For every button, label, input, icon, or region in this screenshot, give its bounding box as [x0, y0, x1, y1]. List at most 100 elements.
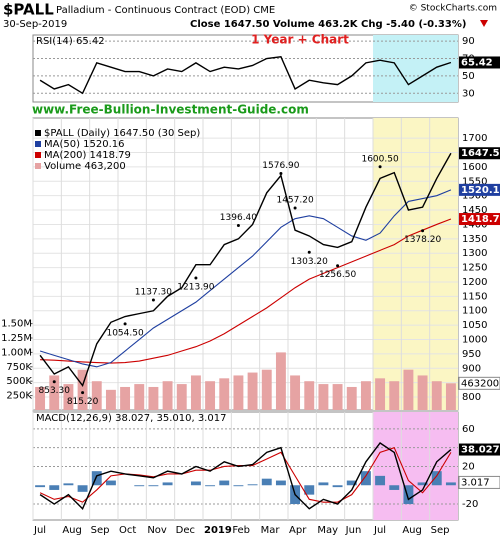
bar	[63, 483, 74, 486]
annotation-point	[151, 298, 155, 302]
y-tick-label: -20	[462, 499, 478, 510]
annotation: 853.30	[39, 386, 71, 396]
x-tick-label: Sep	[91, 525, 110, 536]
bar	[332, 384, 343, 410]
bar	[346, 386, 357, 410]
bar	[205, 485, 216, 487]
value-box	[459, 183, 500, 196]
y-tick-label: 950	[462, 349, 481, 360]
legend-label: $PALL (Daily) 1647.50 (30 Sep)	[44, 128, 200, 139]
bar	[162, 482, 173, 486]
annotation: 1137.30	[135, 288, 172, 298]
x-tick-label: Jun	[345, 525, 362, 536]
value-box	[459, 56, 500, 69]
y-tick-label: 1600	[462, 162, 487, 173]
y-tick-label: 50	[462, 71, 475, 82]
website: www.Free-Bullion-Investment-Guide.com	[32, 103, 309, 117]
y-tick-label: 1200	[462, 277, 487, 288]
bar	[403, 485, 414, 505]
bar	[332, 485, 343, 488]
bar	[105, 480, 116, 486]
legend-swatch	[35, 152, 41, 158]
value-label: 463200.00	[461, 378, 500, 389]
bar	[360, 471, 371, 486]
bar	[389, 485, 400, 490]
bar	[275, 480, 286, 486]
bar	[49, 485, 60, 490]
bar	[148, 386, 159, 410]
x-tick-label: Aug	[402, 525, 422, 536]
x-tick-label: 2019	[204, 525, 232, 536]
symbol: $PALL	[3, 1, 54, 19]
x-tick-label: Aug	[62, 525, 82, 536]
bar	[417, 375, 428, 410]
annotation-point	[81, 391, 85, 395]
value-box	[458, 376, 500, 390]
annotation: 1256.50	[319, 270, 356, 280]
x-tick-label: Apr	[289, 525, 307, 536]
value-box	[458, 475, 500, 489]
legend-label: MA(50) 1520.16	[44, 139, 125, 150]
bar	[91, 381, 102, 410]
highlight	[373, 35, 458, 102]
legend-swatch	[35, 163, 41, 169]
annotation-point	[52, 380, 56, 384]
bar	[431, 471, 442, 486]
x-tick-label: Jul	[373, 525, 386, 536]
bar	[77, 369, 88, 410]
bar	[190, 375, 201, 410]
annotation: 1600.50	[361, 154, 398, 164]
x-tick-label: Jul	[33, 525, 46, 536]
y2-tick-label: 1.25M	[1, 333, 32, 344]
bar	[162, 381, 173, 410]
bar	[134, 485, 145, 487]
annotation-point	[378, 165, 382, 169]
value-label: 65.42	[461, 57, 493, 68]
line	[39, 442, 452, 510]
value-label: 3.017	[461, 477, 490, 488]
line	[39, 152, 452, 388]
line	[39, 189, 452, 368]
y-tick-label: 1000	[462, 335, 487, 346]
bar	[304, 381, 315, 410]
annotation: 1396.40	[220, 213, 257, 223]
annotation: 1213.90	[177, 282, 214, 292]
y2-tick-label: 1.00M	[1, 347, 32, 358]
annotation-point	[236, 223, 240, 227]
bar	[190, 481, 201, 486]
y-tick-label: 1300	[462, 248, 487, 259]
y2-tick-label: 750K	[6, 362, 32, 373]
bar	[304, 485, 315, 495]
annotation-point	[279, 172, 283, 176]
x-tick-label: Sep	[431, 525, 450, 536]
legend-swatch	[35, 141, 41, 147]
bar	[247, 372, 258, 410]
y-tick-label: 1350	[462, 234, 487, 245]
value-label: 38.027	[461, 445, 500, 456]
annotation: 1378.20	[404, 235, 441, 245]
legend-swatch	[35, 130, 41, 136]
bar	[431, 381, 442, 410]
x-tick-label: Feb	[232, 525, 250, 536]
bar	[134, 384, 145, 410]
y-tick-label: 1550	[462, 176, 487, 187]
bar	[120, 386, 131, 410]
y-tick-label: 1150	[462, 291, 487, 302]
annotation: 815.20	[67, 397, 99, 407]
bar	[219, 480, 230, 486]
y-tick-label: 30	[462, 88, 475, 99]
annotation-point	[123, 322, 127, 326]
bar	[375, 378, 386, 410]
bar	[445, 482, 456, 486]
annotation-point	[194, 276, 198, 280]
y-tick-label: 1250	[462, 263, 487, 274]
bar	[417, 482, 428, 486]
y-tick-label: 90	[462, 36, 475, 47]
annotation-point	[336, 264, 340, 268]
bar	[176, 384, 187, 410]
value-label: 1647.50	[461, 148, 500, 159]
bar	[35, 485, 46, 488]
bar	[77, 485, 88, 492]
panel-title: MACD(12,26,9) 38.027, 35.010, 3.017	[36, 413, 226, 424]
bar	[389, 381, 400, 410]
